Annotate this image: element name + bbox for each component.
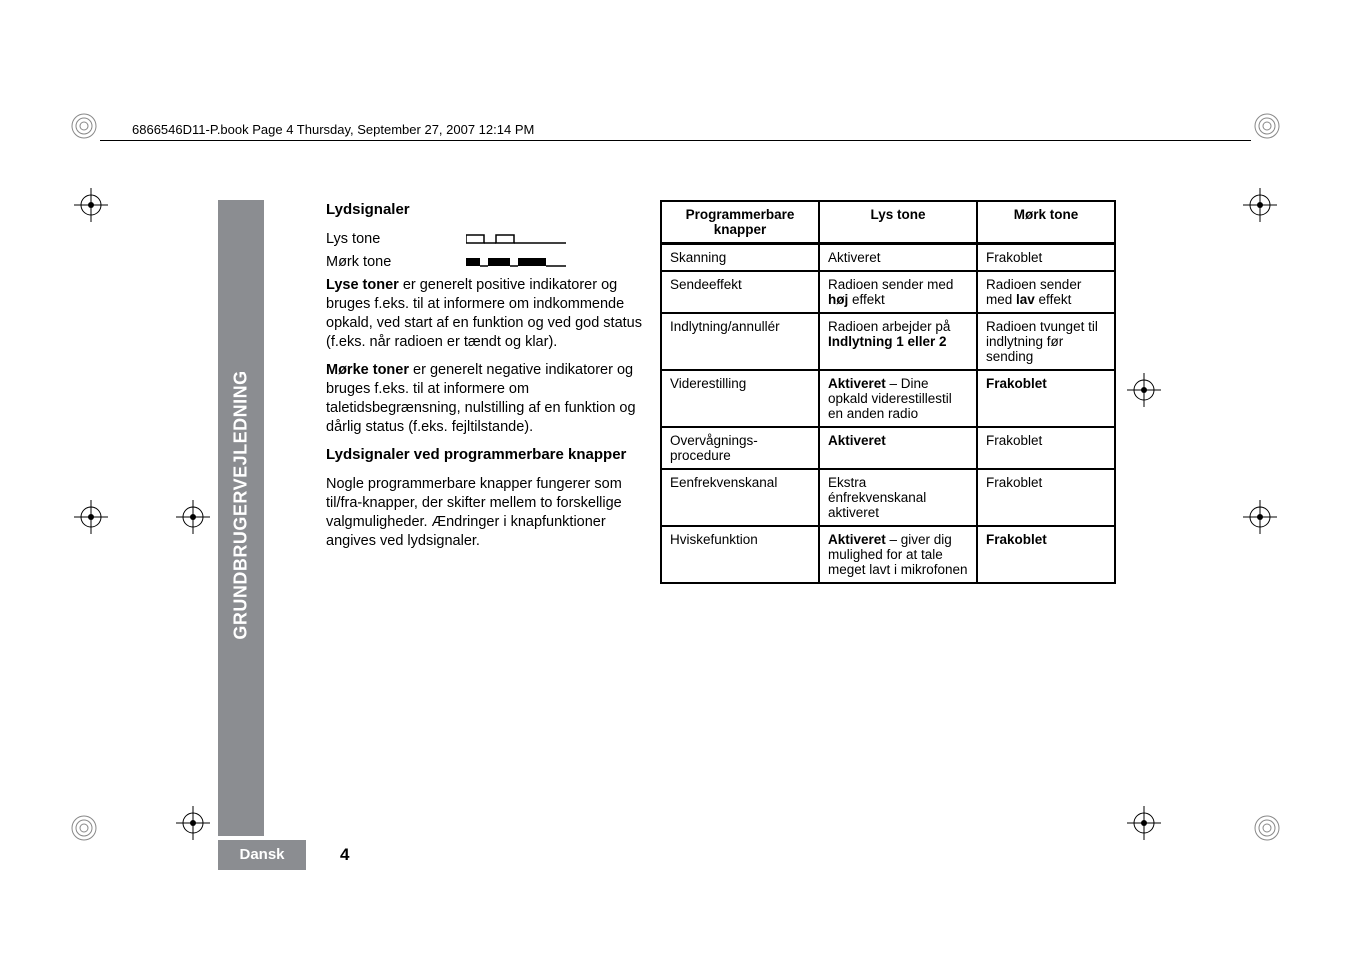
cell-lys: Aktiveret (819, 427, 977, 469)
table-header-lys: Lys tone (819, 201, 977, 244)
mork-tone-label: Mørk tone (326, 253, 466, 272)
registration-mark-icon (1253, 814, 1281, 842)
cell-lys: Radioen sender med høj effekt (819, 271, 977, 313)
table-row: Hviskefunktion Aktiveret – giver dig mul… (661, 526, 1115, 583)
table-row: Skanning Aktiveret Frakoblet (661, 244, 1115, 272)
table-row: Viderestilling Aktiveret – Dine opkald v… (661, 370, 1115, 427)
section-sidebar: GRUNDBRUGERVEJLEDNING (218, 200, 264, 836)
cell-mork: Radioen tvunget til indlytning før sendi… (977, 313, 1115, 370)
registration-mark-icon (70, 814, 98, 842)
cell-mork: Frakoblet (977, 244, 1115, 272)
language-label: Dansk (218, 840, 306, 870)
crop-mark-icon (1127, 373, 1161, 407)
cell-mork: Radioen sender med lav effekt (977, 271, 1115, 313)
lys-tone-icon (466, 232, 566, 246)
cell-lys: Aktiveret (819, 244, 977, 272)
mork-tone-icon (466, 255, 566, 269)
crop-mark-icon (176, 806, 210, 840)
cell-feature: Eenfrekvenskanal (661, 469, 819, 526)
left-column: Lydsignaler Lys tone Mørk tone Lyse tone… (326, 200, 656, 559)
crop-mark-icon (74, 500, 108, 534)
cell-feature: Skanning (661, 244, 819, 272)
cell-mork: Frakoblet (977, 370, 1115, 427)
sidebar-title: GRUNDBRUGERVEJLEDNING (231, 371, 252, 640)
cell-lys: Aktiveret – giver dig mulighed for at ta… (819, 526, 977, 583)
table-row: Overvågnings-procedure Aktiveret Frakobl… (661, 427, 1115, 469)
table-header-knapper: Programmerbare knapper (661, 201, 819, 244)
cell-mork: Frakoblet (977, 469, 1115, 526)
cell-lys: Radioen arbejder på Indlytning 1 eller 2 (819, 313, 977, 370)
crop-mark-icon (74, 188, 108, 222)
crop-mark-icon (1127, 806, 1161, 840)
registration-mark-icon (1253, 112, 1281, 140)
table-header-mork: Mørk tone (977, 201, 1115, 244)
crop-mark-icon (176, 500, 210, 534)
mork-tone-row: Mørk tone (326, 253, 656, 272)
crop-mark-icon (1243, 500, 1277, 534)
table-row: Eenfrekvenskanal Ekstra énfrekvenskanal … (661, 469, 1115, 526)
cell-feature: Viderestilling (661, 370, 819, 427)
cell-lys: Ekstra énfrekvenskanal aktiveret (819, 469, 977, 526)
morke-toner-strong: Mørke toner (326, 362, 409, 378)
cell-feature: Overvågnings-procedure (661, 427, 819, 469)
cell-feature: Indlytning/annullér (661, 313, 819, 370)
cell-feature: Sendeeffekt (661, 271, 819, 313)
heading-lydsignaler: Lydsignaler (326, 200, 656, 220)
cell-mork: Frakoblet (977, 526, 1115, 583)
programmerbare-paragraph: Nogle programmerbare knapper fungerer so… (326, 475, 656, 552)
book-meta-line: 6866546D11-P.book Page 4 Thursday, Septe… (132, 122, 534, 137)
page-number: 4 (340, 840, 349, 870)
heading-programmerbare: Lydsignaler ved programmerbare knapper (326, 445, 656, 465)
header-rule (100, 140, 1251, 141)
cell-feature: Hviskefunktion (661, 526, 819, 583)
tones-table: Programmerbare knapper Lys tone Mørk ton… (660, 200, 1116, 584)
table-row: Indlytning/annullér Radioen arbejder på … (661, 313, 1115, 370)
lys-tone-row: Lys tone (326, 230, 656, 249)
table-row: Sendeeffekt Radioen sender med høj effek… (661, 271, 1115, 313)
lyse-toner-strong: Lyse toner (326, 277, 399, 293)
cell-mork: Frakoblet (977, 427, 1115, 469)
lyse-toner-paragraph: Lyse toner er generelt positive indikato… (326, 276, 656, 353)
crop-mark-icon (1243, 188, 1277, 222)
lys-tone-label: Lys tone (326, 230, 466, 249)
registration-mark-icon (70, 112, 98, 140)
cell-lys: Aktiveret – Dine opkald viderestillestil… (819, 370, 977, 427)
morke-toner-paragraph: Mørke toner er generelt negative indikat… (326, 361, 656, 438)
